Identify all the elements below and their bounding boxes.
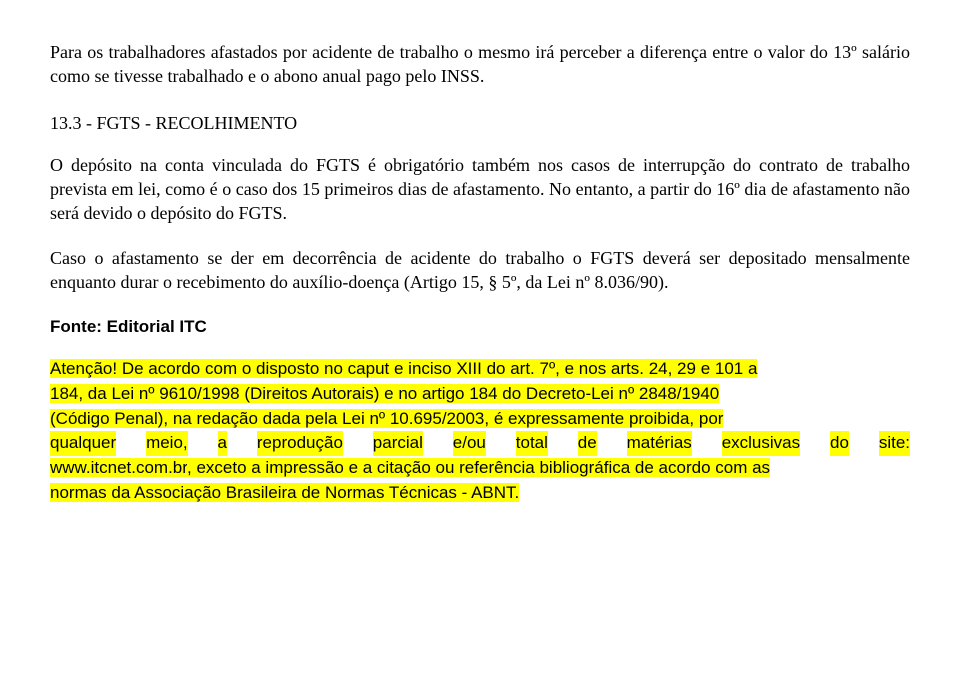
legal-notice: Atenção! De acordo com o disposto no cap…: [50, 357, 910, 505]
notice-line-4-word: a: [218, 431, 227, 456]
notice-line-4-word: e/ou: [453, 431, 486, 456]
notice-line-2: 184, da Lei nº 9610/1998 (Direitos Autor…: [50, 384, 719, 403]
paragraph-fgts-2: Caso o afastamento se der em decorrência…: [50, 246, 910, 295]
notice-line-5-rest: , exceto a impressão e a citação ou refe…: [187, 458, 770, 477]
notice-line-4-word: exclusivas: [722, 431, 800, 456]
section-heading: 13.3 - FGTS - RECOLHIMENTO: [50, 111, 910, 135]
notice-line-4-word: site:: [879, 431, 910, 456]
notice-line-4-word: parcial: [373, 431, 423, 456]
notice-line-4-word: total: [516, 431, 548, 456]
notice-line-3: (Código Penal), na redação dada pela Lei…: [50, 409, 723, 428]
notice-line-4-word: qualquer: [50, 431, 116, 456]
paragraph-fgts-1: O depósito na conta vinculada do FGTS é …: [50, 153, 910, 226]
notice-line-4-word: matérias: [627, 431, 692, 456]
source-label: Fonte: Editorial ITC: [50, 316, 910, 339]
notice-line-4-word: reprodução: [257, 431, 343, 456]
notice-line-4-word: meio,: [146, 431, 188, 456]
notice-line-5-link: www.itcnet.com.br: [50, 458, 187, 477]
notice-line-6: normas da Associação Brasileira de Norma…: [50, 483, 519, 502]
notice-line-1: Atenção! De acordo com o disposto no cap…: [50, 359, 757, 378]
notice-line-4-word: do: [830, 431, 849, 456]
paragraph-intro: Para os trabalhadores afastados por acid…: [50, 40, 910, 89]
notice-line-4-word: de: [578, 431, 597, 456]
